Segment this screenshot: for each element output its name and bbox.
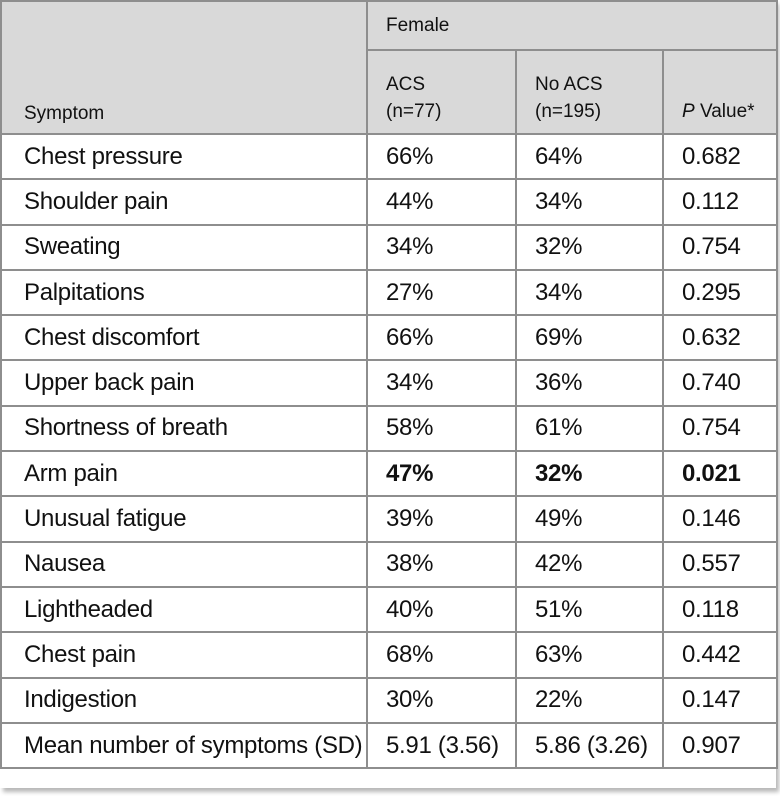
table-row: Mean number of symptoms (SD) 5.91 (3.56)… [0, 721, 779, 770]
cell-symptom: Chest pain [0, 631, 368, 679]
cell-acs: 27% [366, 268, 517, 317]
header-acs-n: (n=77) [386, 101, 442, 122]
table-row: Unusual fatigue 39% 49% 0.146 [0, 495, 779, 543]
cell-p-value: 0.021 [661, 450, 779, 498]
header-group-female: Female [365, 0, 779, 51]
cell-no-acs: 5.86 (3.26) [515, 721, 664, 770]
cell-p-value: 0.557 [661, 540, 779, 588]
cell-no-acs: 32% [515, 223, 664, 271]
cell-acs: 39% [366, 495, 517, 543]
cell-acs: 47% [366, 450, 517, 498]
table-row: Upper back pain 34% 36% 0.740 [0, 359, 779, 407]
cell-acs: 34% [366, 359, 517, 407]
cell-symptom: Upper back pain [0, 359, 368, 407]
header-p-value: P Value* [661, 49, 779, 135]
cell-p-value: 0.112 [661, 178, 779, 226]
cell-no-acs: 36% [515, 359, 664, 407]
cell-p-value: 0.907 [661, 721, 779, 770]
header-no-acs: No ACS (n=195) [515, 49, 664, 135]
table-row: Indigestion 30% 22% 0.147 [0, 676, 779, 724]
header-no-acs-label: No ACS [535, 74, 603, 95]
table-row: Shoulder pain 44% 34% 0.112 [0, 178, 779, 226]
cell-no-acs: 61% [515, 404, 664, 453]
cell-symptom: Lightheaded [0, 585, 368, 634]
cell-no-acs: 42% [515, 540, 664, 588]
table-row: Palpitations 27% 34% 0.295 [0, 268, 779, 317]
cell-no-acs: 49% [515, 495, 664, 543]
cell-symptom: Shoulder pain [0, 178, 368, 226]
cell-acs: 5.91 (3.56) [366, 721, 517, 770]
cell-p-value: 0.146 [661, 495, 779, 543]
cell-p-value: 0.147 [661, 676, 779, 724]
cell-p-value: 0.442 [661, 631, 779, 679]
cell-no-acs: 69% [515, 314, 664, 362]
cell-acs: 44% [366, 178, 517, 226]
cell-acs: 34% [366, 223, 517, 271]
cell-acs: 68% [366, 631, 517, 679]
cell-p-value: 0.295 [661, 268, 779, 317]
cell-no-acs: 22% [515, 676, 664, 724]
table-row-highlighted: Arm pain 47% 32% 0.021 [0, 450, 779, 498]
table-body: Chest pressure 66% 64% 0.682 Shoulder pa… [0, 132, 779, 770]
cell-p-value: 0.740 [661, 359, 779, 407]
cell-no-acs: 64% [515, 132, 664, 181]
cell-symptom: Arm pain [0, 450, 368, 498]
table-row: Lightheaded 40% 51% 0.118 [0, 585, 779, 634]
cell-symptom: Chest pressure [0, 132, 368, 181]
table-row: Nausea 38% 42% 0.557 [0, 540, 779, 588]
table-row: Chest discomfort 66% 69% 0.632 [0, 314, 779, 362]
cell-no-acs: 63% [515, 631, 664, 679]
table-row: Chest pain 68% 63% 0.442 [0, 631, 779, 679]
cell-acs: 66% [366, 314, 517, 362]
header-no-acs-n: (n=195) [535, 101, 602, 122]
table-header: Symptom Female ACS (n=77) No ACS (n=195)… [0, 0, 779, 135]
cell-no-acs: 32% [515, 450, 664, 498]
cell-symptom: Mean number of symptoms (SD) [0, 721, 368, 770]
cell-no-acs: 34% [515, 268, 664, 317]
header-p-italic: P [682, 101, 695, 122]
cell-symptom: Chest discomfort [0, 314, 368, 362]
header-p-rest: Value* [694, 101, 755, 122]
cell-acs: 66% [366, 132, 517, 181]
cell-p-value: 0.754 [661, 404, 779, 453]
header-acs: ACS (n=77) [366, 49, 517, 135]
symptom-table: Symptom Female ACS (n=77) No ACS (n=195)… [0, 0, 779, 770]
header-acs-label: ACS [386, 74, 426, 95]
cell-symptom: Sweating [0, 223, 368, 271]
cell-no-acs: 51% [515, 585, 664, 634]
cell-symptom: Shortness of breath [0, 404, 368, 453]
cell-p-value: 0.632 [661, 314, 779, 362]
cell-p-value: 0.682 [661, 132, 779, 181]
cell-no-acs: 34% [515, 178, 664, 226]
cell-symptom: Nausea [0, 540, 368, 588]
cell-acs: 30% [366, 676, 517, 724]
table-row: Shortness of breath 58% 61% 0.754 [0, 404, 779, 453]
cell-symptom: Palpitations [0, 268, 368, 317]
table-row: Sweating 34% 32% 0.754 [0, 223, 779, 271]
cell-p-value: 0.754 [661, 223, 779, 271]
cell-symptom: Unusual fatigue [0, 495, 368, 543]
table-row: Chest pressure 66% 64% 0.682 [0, 132, 779, 181]
cell-symptom: Indigestion [0, 676, 368, 724]
cell-acs: 58% [366, 404, 517, 453]
cell-p-value: 0.118 [661, 585, 779, 634]
cell-acs: 40% [366, 585, 517, 634]
cell-acs: 38% [366, 540, 517, 588]
header-symptom: Symptom [0, 0, 368, 135]
